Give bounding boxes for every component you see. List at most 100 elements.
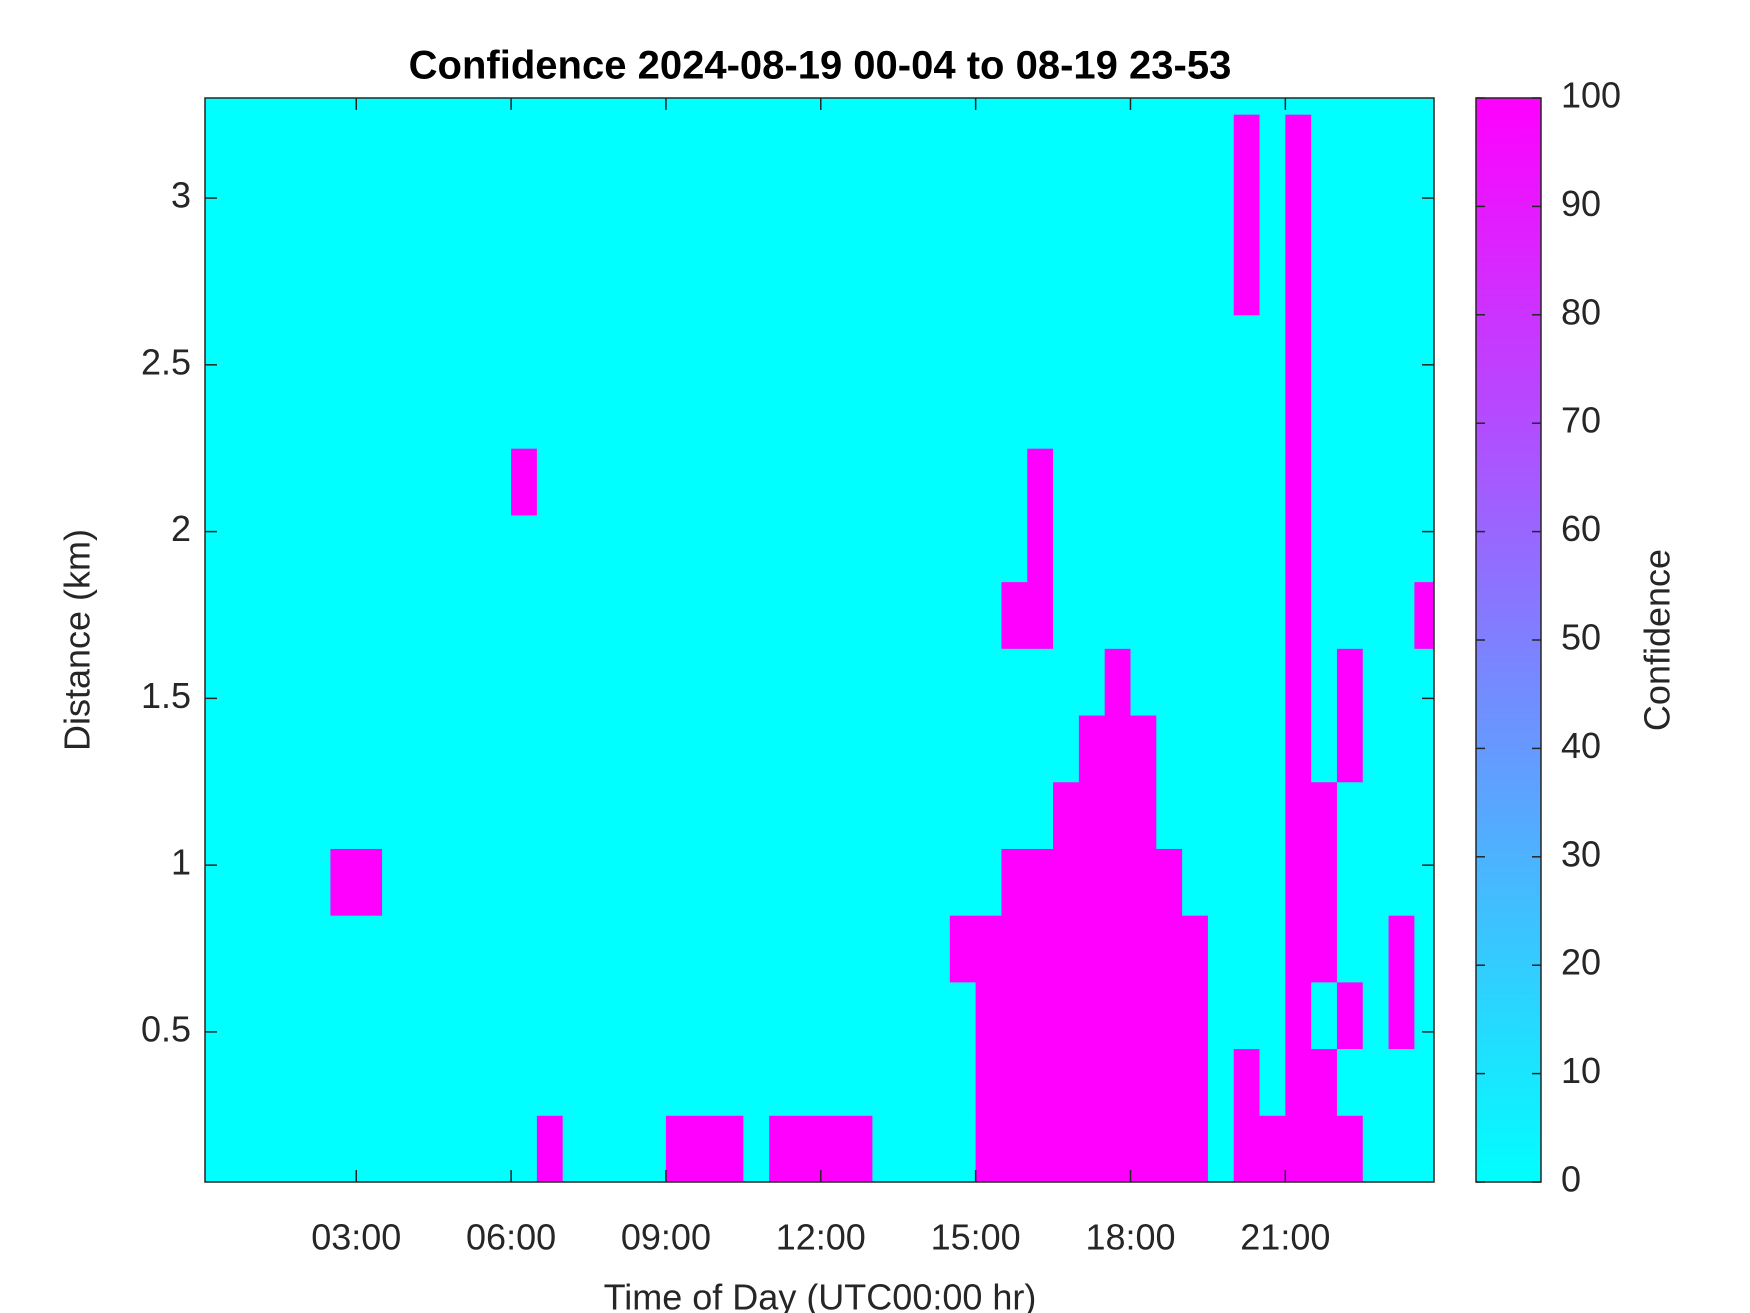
heatmap-cell (562, 1115, 590, 1182)
heatmap-cell (433, 314, 460, 383)
heatmap-cell (562, 981, 590, 1050)
heatmap-cell (511, 915, 538, 983)
heatmap-cell (846, 1115, 873, 1182)
heatmap-cell (640, 114, 667, 182)
heatmap-cell (1388, 915, 1415, 983)
heatmap-cell (1104, 1048, 1131, 1116)
heatmap-cell (1259, 1115, 1286, 1182)
heatmap-cell (356, 715, 383, 783)
heatmap-cell (588, 314, 615, 383)
heatmap-cell (1362, 181, 1390, 249)
heatmap-cell (1156, 781, 1183, 849)
heatmap-cell (382, 1048, 409, 1116)
heatmap-cell (1336, 381, 1364, 449)
heatmap-cell (382, 981, 409, 1050)
heatmap-cell (1182, 981, 1209, 1050)
heatmap-cell (691, 581, 719, 649)
heatmap-cell (588, 181, 615, 249)
heatmap-cell (1027, 114, 1054, 182)
heatmap-cell (743, 648, 770, 716)
heatmap-cell (1414, 114, 1434, 182)
heatmap-cell (1156, 715, 1183, 783)
heatmap-cell (717, 314, 744, 383)
heatmap-cell (794, 1048, 822, 1116)
heatmap-cell (205, 114, 228, 182)
heatmap-cell (820, 114, 848, 182)
heatmap-cell (485, 381, 512, 449)
heatmap-cell (227, 448, 254, 516)
heatmap-cell (975, 181, 1002, 249)
heatmap-cell (691, 381, 719, 449)
heatmap-cell (1259, 448, 1286, 516)
heatmap-cell (872, 514, 899, 583)
heatmap-cell (743, 915, 770, 983)
heatmap-cell (304, 848, 331, 916)
heatmap-cell (407, 781, 435, 849)
heatmap-cell (665, 181, 693, 249)
heatmap-cell (665, 848, 693, 916)
heatmap-cell (1414, 581, 1434, 649)
heatmap-cell (665, 648, 693, 716)
heatmap-cell (924, 381, 951, 449)
heatmap-cell (1388, 314, 1415, 383)
heatmap-cell (253, 314, 280, 383)
heatmap-cell (1053, 715, 1080, 783)
heatmap-cell (1285, 715, 1312, 783)
heatmap-cell (924, 648, 951, 716)
heatmap-cell (1285, 1115, 1312, 1182)
heatmap-cell (924, 514, 951, 583)
y-tick-label: 0.5 (141, 1008, 191, 1049)
heatmap-cell (924, 448, 951, 516)
heatmap-cell (691, 648, 719, 716)
heatmap-cell (511, 514, 538, 583)
heatmap-cell (820, 381, 848, 449)
heatmap-cell (1182, 648, 1209, 716)
heatmap-cell (205, 581, 228, 649)
y-tick-label: 2.5 (141, 341, 191, 382)
heatmap-cell (1259, 715, 1286, 783)
heatmap-cell (253, 781, 280, 849)
heatmap-cell (536, 981, 564, 1050)
heatmap-cell (640, 248, 667, 316)
heatmap-cell (382, 1115, 409, 1182)
heatmap-cell (227, 514, 254, 583)
heatmap-cell (459, 715, 486, 783)
heatmap-cell (1362, 248, 1390, 316)
heatmap-cell (562, 915, 590, 983)
heatmap-cell (407, 581, 435, 649)
heatmap-cell (356, 981, 383, 1050)
heatmap-cell (356, 381, 383, 449)
heatmap-cell (407, 848, 435, 916)
heatmap-cell (1001, 781, 1028, 849)
heatmap-cell (1414, 648, 1434, 716)
heatmap-cell (1027, 181, 1054, 249)
heatmap-cell (898, 915, 925, 983)
heatmap-cell (1078, 1115, 1106, 1182)
heatmap-cell (304, 514, 331, 583)
heatmap-cell (1130, 181, 1157, 249)
heatmap-cell (382, 648, 409, 716)
heatmap-cell (949, 581, 977, 649)
heatmap-cell (769, 581, 796, 649)
heatmap-cell (872, 1048, 899, 1116)
heatmap-cell (536, 715, 564, 783)
heatmap-cell (1233, 915, 1261, 983)
heatmap-cell (1001, 1115, 1028, 1182)
heatmap-cell (1336, 848, 1364, 916)
heatmap-cell (205, 781, 228, 849)
heatmap-cell (1233, 581, 1261, 649)
heatmap-cell (1311, 648, 1338, 716)
heatmap-cell (1104, 981, 1131, 1050)
heatmap-cell (640, 915, 667, 983)
heatmap-cell (1233, 248, 1261, 316)
heatmap-cell (253, 1115, 280, 1182)
heatmap-cell (536, 514, 564, 583)
heatmap-cell (588, 581, 615, 649)
heatmap-cell (1130, 248, 1157, 316)
heatmap-cell (1130, 981, 1157, 1050)
heatmap-cell (846, 648, 873, 716)
heatmap-cell (1311, 781, 1338, 849)
heatmap-cell (898, 314, 925, 383)
heatmap-cell (1311, 915, 1338, 983)
heatmap-cell (1285, 781, 1312, 849)
